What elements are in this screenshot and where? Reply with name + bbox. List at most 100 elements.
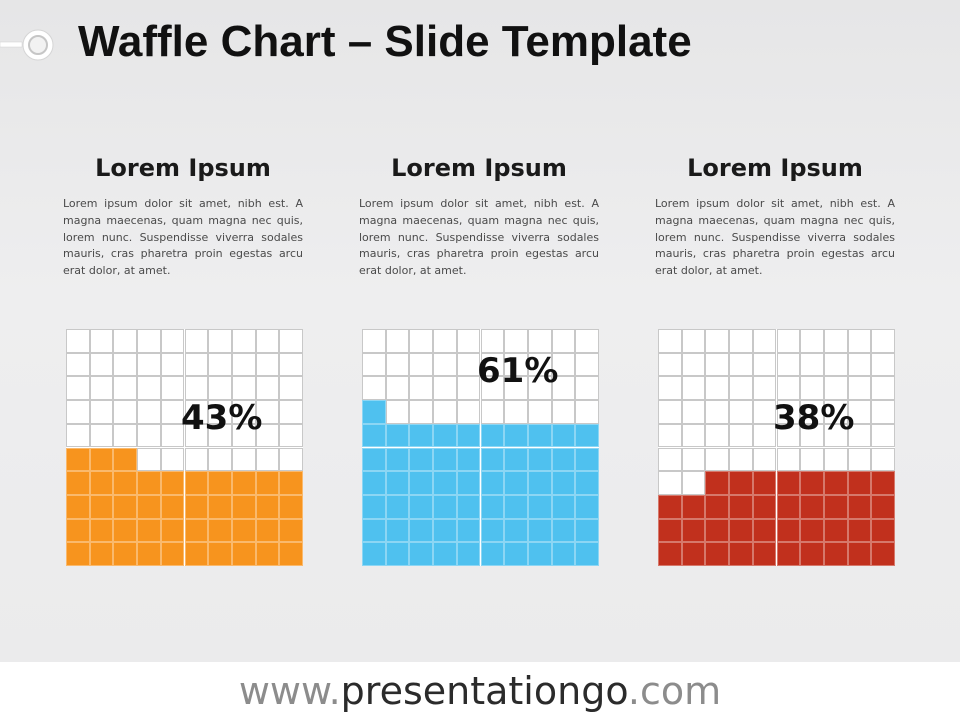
waffle-cell-filled <box>729 494 753 519</box>
waffle-cell-filled <box>66 518 90 543</box>
waffle-cell-empty <box>279 329 303 353</box>
waffle-cell-filled <box>752 518 777 543</box>
waffle-cell-empty <box>776 423 801 448</box>
waffle-cell-empty <box>575 352 599 377</box>
waffle-chart-3 <box>658 329 895 566</box>
footer-url-brand: presentationgo <box>340 669 628 713</box>
waffle-cell-filled <box>776 471 801 495</box>
waffle-cell-filled <box>255 471 280 495</box>
waffle-cell-empty <box>847 329 872 353</box>
footer-url-suffix: .com <box>627 669 722 713</box>
waffle-cell-filled <box>160 518 185 543</box>
waffle-cell-empty <box>433 352 457 377</box>
waffle-cell-filled <box>705 471 730 495</box>
waffle-cell-empty <box>705 447 730 472</box>
waffle-cell-filled <box>456 518 481 543</box>
waffle-cell-empty <box>137 400 161 424</box>
waffle-cell-filled <box>279 471 303 495</box>
waffle-cell-filled <box>137 494 161 519</box>
waffle-cell-empty <box>871 400 895 424</box>
waffle-cell-empty <box>800 447 824 472</box>
footer-url[interactable]: www.presentationgo.com <box>0 662 960 720</box>
waffle-cell-filled <box>66 494 90 519</box>
waffle-cell-filled <box>504 471 528 495</box>
waffle-cell-filled <box>362 400 386 424</box>
slide-title: Waffle Chart – Slide Template <box>78 17 692 66</box>
waffle-cell-empty <box>480 352 505 377</box>
waffle-cell-filled <box>729 471 753 495</box>
waffle-cell-filled <box>871 518 895 543</box>
waffle-cell-filled <box>160 471 185 495</box>
waffle-cell-empty <box>527 376 552 401</box>
waffle-cell-filled <box>705 494 730 519</box>
waffle-cell-filled <box>231 518 256 543</box>
waffle-cell-filled <box>776 518 801 543</box>
waffle-cell-empty <box>66 423 90 448</box>
waffle-cell-empty <box>409 376 434 401</box>
waffle-cell-filled <box>137 542 161 566</box>
waffle-cell-filled <box>137 471 161 495</box>
waffle-cell-empty <box>504 376 528 401</box>
waffle-cell-filled <box>231 494 256 519</box>
waffle-cell-filled <box>184 542 209 566</box>
waffle-cell-empty <box>208 423 232 448</box>
waffle-cell-empty <box>752 329 777 353</box>
waffle-cell-filled <box>385 518 410 543</box>
waffle-cell-empty <box>823 376 848 401</box>
waffle-cell-filled <box>847 494 872 519</box>
waffle-cell-filled <box>480 423 505 448</box>
waffle-cell-filled <box>208 471 232 495</box>
panel-body-text: Lorem ipsum dolor sit amet, nibh est. A … <box>655 197 895 278</box>
waffle-cell-empty <box>89 352 114 377</box>
waffle-cell-empty <box>160 329 185 353</box>
waffle-cell-empty <box>800 352 824 377</box>
waffle-cell-empty <box>456 329 481 353</box>
waffle-cell-empty <box>527 400 552 424</box>
waffle-cell-filled <box>847 471 872 495</box>
panel-1: Lorem Ipsum Lorem ipsum dolor sit amet, … <box>63 150 303 280</box>
waffle-cell-filled <box>113 447 138 472</box>
waffle-cell-empty <box>89 400 114 424</box>
waffle-cell-empty <box>871 329 895 353</box>
waffle-cell-filled <box>113 542 138 566</box>
waffle-cell-empty <box>137 352 161 377</box>
panel-body-text: Lorem ipsum dolor sit amet, nibh est. A … <box>63 197 303 278</box>
waffle-cell-filled <box>255 494 280 519</box>
waffle-cell-empty <box>847 400 872 424</box>
percentage-label: 38% <box>773 398 855 438</box>
waffle-cell-empty <box>231 352 256 377</box>
waffle-cell-empty <box>800 423 824 448</box>
waffle-cell-empty <box>208 352 232 377</box>
waffle-cell-empty <box>255 329 280 353</box>
waffle-cell-empty <box>89 329 114 353</box>
panel-heading: Lorem Ipsum <box>391 154 567 182</box>
waffle-cell-filled <box>89 518 114 543</box>
waffle-cell-filled <box>776 542 801 566</box>
waffle-cell-filled <box>847 518 872 543</box>
waffle-cell-empty <box>823 423 848 448</box>
waffle-cell-empty <box>66 400 90 424</box>
waffle-cell-empty <box>705 376 730 401</box>
waffle-cell-empty <box>504 400 528 424</box>
waffle-cell-empty <box>480 329 505 353</box>
waffle-cell-empty <box>279 447 303 472</box>
waffle-cell-empty <box>729 447 753 472</box>
waffle-cell-filled <box>456 494 481 519</box>
waffle-cell-filled <box>575 518 599 543</box>
waffle-cell-empty <box>255 423 280 448</box>
waffle-cell-filled <box>658 518 682 543</box>
waffle-cell-empty <box>776 447 801 472</box>
waffle-cell-filled <box>504 447 528 472</box>
waffle-cell-filled <box>362 423 386 448</box>
waffle-cell-filled <box>551 542 576 566</box>
waffle-cell-empty <box>113 376 138 401</box>
waffle-cell-filled <box>871 494 895 519</box>
waffle-cell-empty <box>362 352 386 377</box>
waffle-cell-empty <box>871 447 895 472</box>
waffle-cell-empty <box>160 423 185 448</box>
waffle-cell-filled <box>504 518 528 543</box>
waffle-cell-filled <box>409 494 434 519</box>
waffle-cell-filled <box>160 542 185 566</box>
waffle-cell-empty <box>255 376 280 401</box>
waffle-cell-filled <box>89 471 114 495</box>
